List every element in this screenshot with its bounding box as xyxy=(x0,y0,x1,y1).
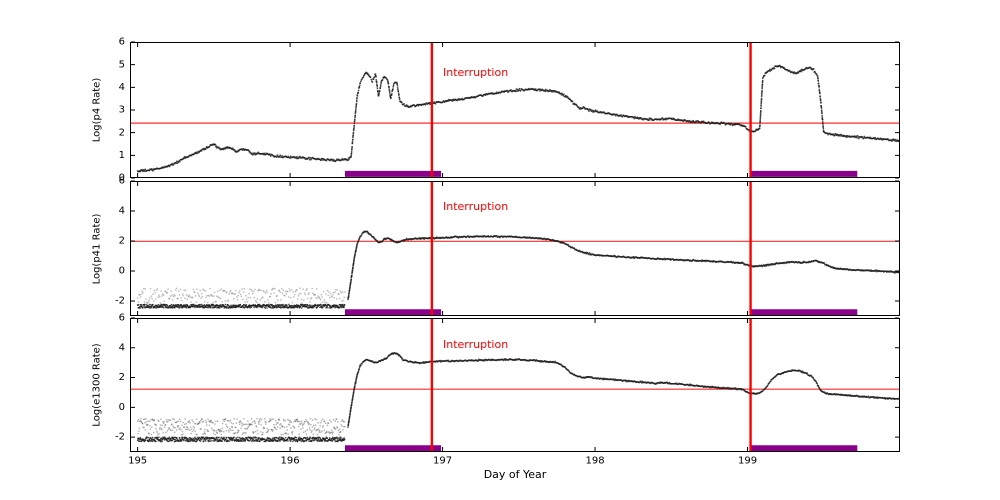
interruption-label-p41: Interruption xyxy=(443,199,509,213)
y-axis-label-e1300: Log(e1300 Rate) xyxy=(91,343,103,427)
x-axis-label: Day of Year xyxy=(483,468,547,481)
y-axis-label-p41: Log(p41 Rate) xyxy=(91,213,103,284)
y-axis-label-p4: Log(p4 Rate) xyxy=(91,77,103,143)
interruption-label-e1300: Interruption xyxy=(443,337,509,351)
interruption-label-p4: Interruption xyxy=(443,65,509,79)
